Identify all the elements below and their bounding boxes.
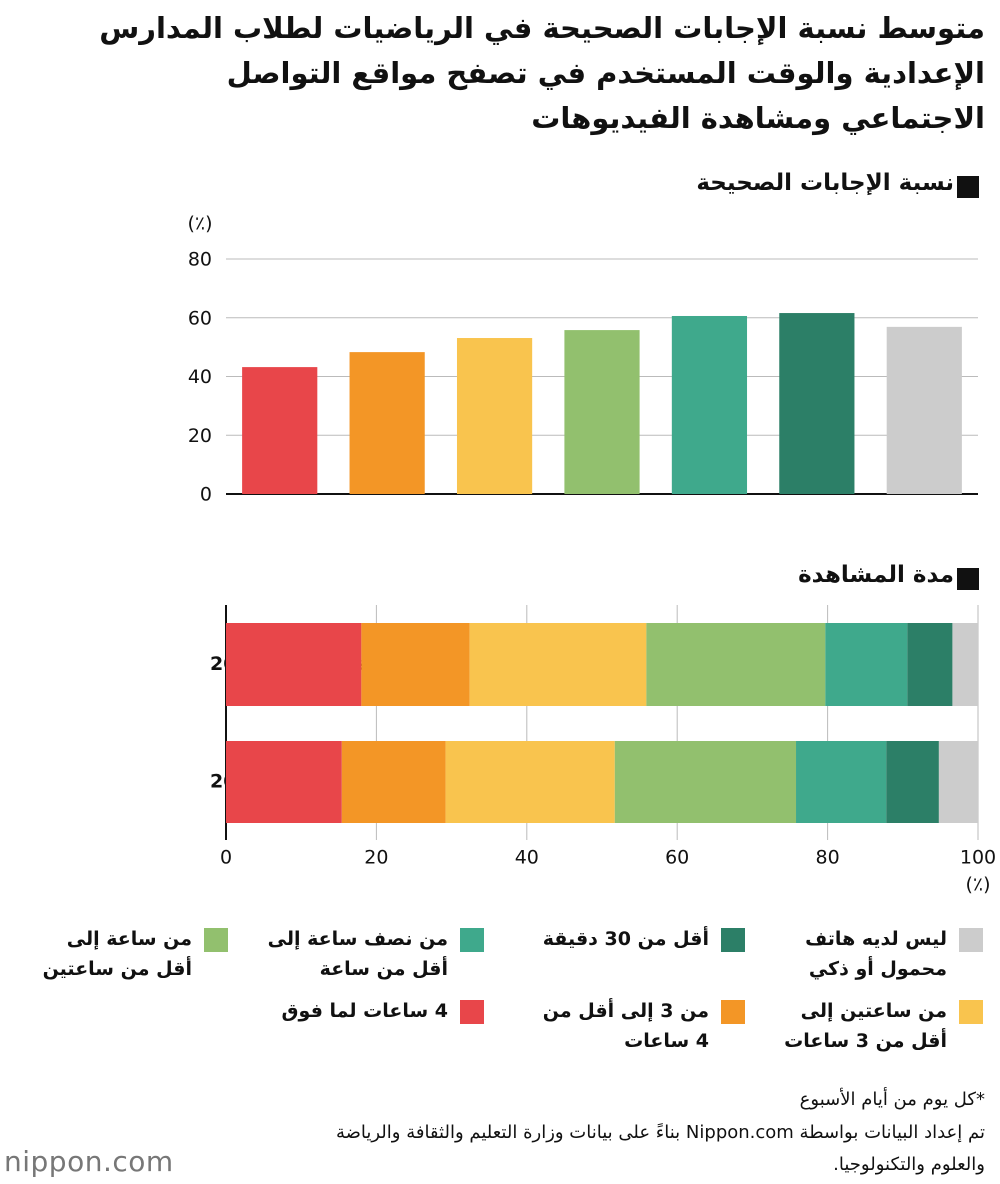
legend-label: من ساعة إلى أقل من ساعتين	[42, 928, 192, 980]
x-tick-label: 80	[816, 847, 840, 869]
chart-title: متوسط نسبة الإجابات الصحيحة في الرياضيات…	[99, 11, 985, 135]
unit-label: (٪)	[965, 874, 990, 896]
bar-segment	[445, 741, 615, 823]
x-tick-label: 40	[515, 847, 539, 869]
legend-label: من نصف ساعة إلى أقل من ساعة	[267, 928, 448, 980]
y-tick-label: 60	[188, 307, 212, 329]
bar	[564, 330, 640, 494]
bar-segment	[341, 741, 446, 823]
x-tick-label: 0	[220, 847, 232, 869]
y-tick-label: 80	[188, 249, 212, 271]
bar-segment	[469, 623, 647, 706]
section-marker	[957, 176, 979, 198]
bar	[349, 352, 425, 494]
bar-segment	[646, 623, 826, 706]
legend-label: من 3 إلى أقل من 4 ساعات	[542, 1000, 709, 1052]
section-marker	[957, 568, 979, 590]
source-note: تم إعداد البيانات بواسطة Nippon.com بناء…	[335, 1122, 985, 1175]
bar-segment	[952, 623, 978, 706]
legend-swatch	[460, 1000, 484, 1024]
legend-swatch	[959, 928, 983, 952]
legend-swatch	[721, 1000, 745, 1024]
bar-segment	[907, 623, 953, 706]
bar-segment	[886, 741, 939, 823]
bar-segment	[796, 741, 887, 823]
legend-label: 4 ساعات لما فوق	[281, 1000, 448, 1022]
legend-swatch	[959, 1000, 983, 1024]
legend-label: أقل من 30 دقيقة	[542, 928, 709, 950]
x-tick-label: 20	[364, 847, 388, 869]
x-tick-label: 60	[665, 847, 689, 869]
section-title: نسبة الإجابات الصحيحة	[696, 170, 954, 196]
legend-swatch	[460, 928, 484, 952]
bar-segment	[614, 741, 797, 823]
legend-label: ليس لديه هاتف محمول أو ذكي	[805, 928, 947, 980]
bar	[886, 326, 962, 494]
legend-swatch	[721, 928, 745, 952]
bar	[242, 367, 318, 494]
bar-segment	[938, 741, 978, 823]
bar	[671, 315, 748, 494]
legend-swatch	[204, 928, 228, 952]
bar	[779, 313, 855, 494]
bar-segment	[825, 623, 908, 706]
footnote: *كل يوم من أيام الأسبوع	[799, 1089, 985, 1110]
y-tick-label: 20	[188, 425, 212, 447]
y-tick-label: 0	[200, 484, 212, 506]
bar-segment	[226, 741, 342, 823]
x-tick-label: 100	[960, 847, 996, 869]
bar	[456, 338, 533, 494]
logo: nippon.com	[4, 1145, 174, 1178]
bar-segment	[361, 623, 470, 706]
unit-label: (٪)	[187, 213, 212, 235]
bar-segment	[226, 623, 362, 706]
section-title: مدة المشاهدة	[798, 562, 954, 588]
y-tick-label: 40	[188, 366, 212, 388]
legend-label: من ساعتين إلى أقل من 3 ساعات	[784, 1000, 947, 1052]
